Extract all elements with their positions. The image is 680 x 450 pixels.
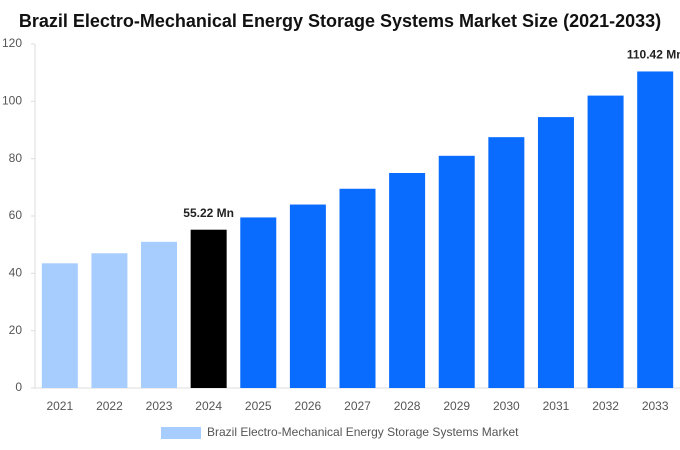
bar <box>637 71 674 388</box>
legend-swatch <box>161 427 201 439</box>
x-tick-label: 2022 <box>96 399 123 413</box>
y-tick-label: 40 <box>9 266 23 280</box>
x-tick-label: 2025 <box>245 399 272 413</box>
x-tick-label: 2026 <box>295 399 322 413</box>
bar <box>587 95 624 388</box>
value-label: 55.22 Mn <box>183 206 234 220</box>
x-tick-label: 2028 <box>394 399 421 413</box>
bar <box>141 241 178 388</box>
x-tick-label: 2031 <box>543 399 570 413</box>
bar <box>289 204 326 388</box>
bar <box>190 229 227 388</box>
x-tick-label: 2027 <box>344 399 371 413</box>
y-tick-label: 100 <box>2 94 22 108</box>
bar <box>537 117 574 388</box>
y-tick-label: 80 <box>9 151 23 165</box>
bar <box>438 155 475 388</box>
x-tick-label: 2032 <box>592 399 619 413</box>
bar <box>389 173 426 388</box>
x-tick-label: 2029 <box>443 399 470 413</box>
x-tick-label: 2030 <box>493 399 520 413</box>
y-tick-label: 20 <box>9 323 23 337</box>
bar <box>41 263 78 388</box>
x-tick-label: 2021 <box>46 399 73 413</box>
chart-title: Brazil Electro-Mechanical Energy Storage… <box>19 11 661 31</box>
x-tick-label: 2033 <box>642 399 669 413</box>
y-tick-label: 60 <box>9 208 23 222</box>
y-tick-label: 0 <box>15 380 22 394</box>
x-tick-label: 2023 <box>146 399 173 413</box>
legend-label: Brazil Electro-Mechanical Energy Storage… <box>207 425 519 439</box>
y-tick-label: 120 <box>2 36 22 50</box>
value-label: 110.42 Mn <box>627 48 680 62</box>
bar <box>91 253 128 388</box>
x-tick-label: 2024 <box>195 399 222 413</box>
bar <box>240 217 277 388</box>
bar <box>339 188 376 388</box>
bar <box>488 137 525 388</box>
